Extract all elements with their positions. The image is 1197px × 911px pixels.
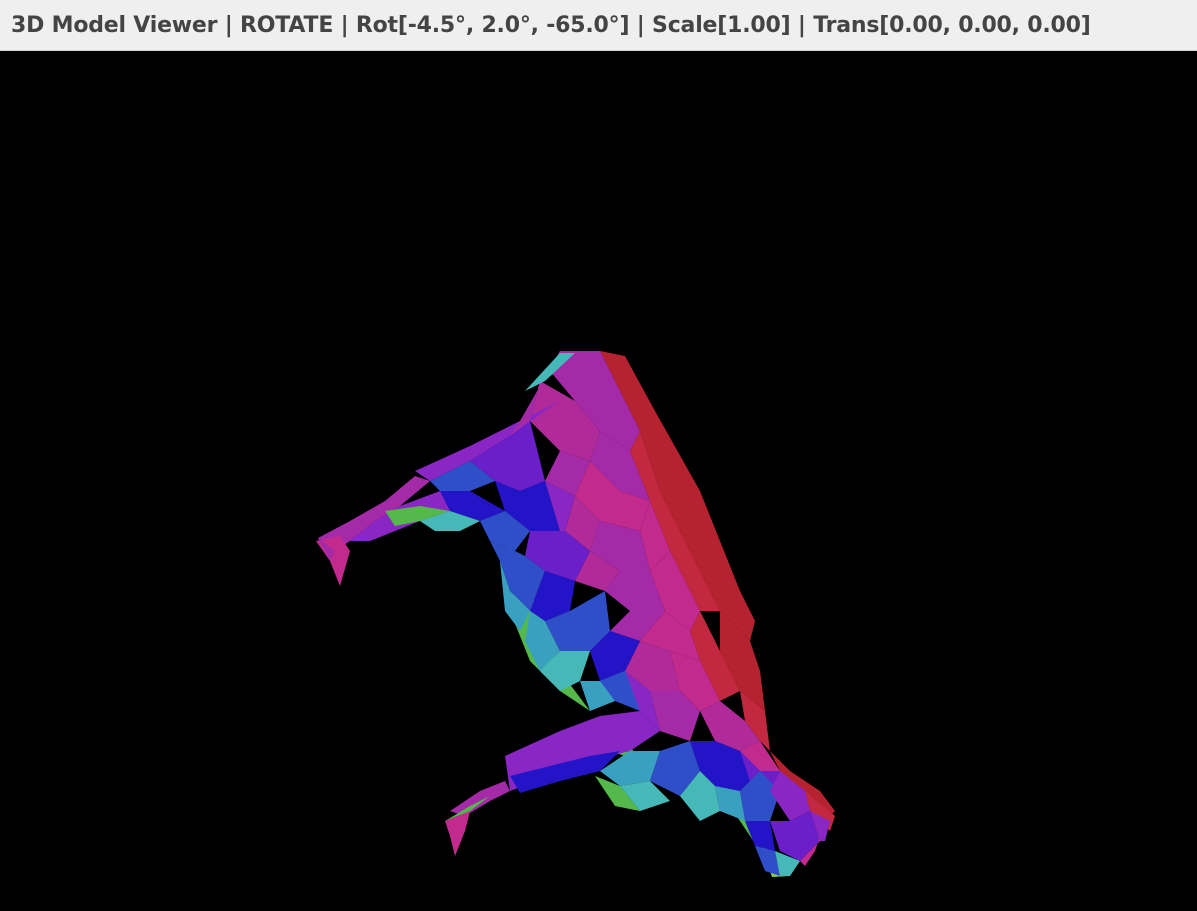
mesh-face <box>420 511 480 531</box>
mesh-face <box>625 671 660 731</box>
mesh-face <box>650 691 700 741</box>
mesh-face <box>318 538 335 561</box>
model-canvas[interactable] <box>0 51 1197 911</box>
model-mesh[interactable] <box>316 351 835 877</box>
mesh-face <box>775 851 800 876</box>
mesh-face <box>445 811 470 856</box>
mesh-face <box>385 506 450 526</box>
mesh-face <box>770 771 810 821</box>
mesh-face <box>720 611 765 711</box>
mesh-face <box>755 846 780 876</box>
mesh-face <box>430 461 495 491</box>
mesh-face <box>670 651 720 711</box>
mesh-face <box>625 641 680 691</box>
mesh-face <box>600 351 755 641</box>
mesh-face <box>525 353 575 391</box>
mesh-face <box>590 431 650 501</box>
mesh-face <box>745 821 775 851</box>
mesh-face <box>595 776 640 811</box>
mesh-face <box>690 611 740 701</box>
mesh-face <box>640 611 700 661</box>
mesh-face <box>640 501 670 571</box>
mesh-face <box>650 551 700 631</box>
3d-viewport[interactable] <box>0 51 1197 911</box>
mesh-face <box>470 421 545 491</box>
mesh-face <box>318 476 430 551</box>
mesh-face <box>545 591 610 651</box>
mesh-face <box>800 821 825 866</box>
mesh-face <box>575 551 620 591</box>
mesh-face <box>525 611 560 671</box>
mesh-face <box>440 491 505 521</box>
mesh-face <box>500 561 530 631</box>
mesh-face <box>450 781 510 816</box>
mesh-face <box>530 381 600 461</box>
mesh-face <box>445 796 490 821</box>
mesh-face <box>565 496 600 551</box>
mesh-face <box>740 691 770 751</box>
mesh-face <box>680 771 720 821</box>
mesh-face <box>490 541 545 611</box>
mesh-face <box>530 571 575 621</box>
mesh-face <box>575 461 650 531</box>
mesh-face <box>810 811 830 841</box>
mesh-face <box>605 571 665 611</box>
mesh-face <box>540 651 590 691</box>
mesh-face <box>545 481 575 531</box>
mesh-face <box>510 751 620 793</box>
window-title: 3D Model Viewer | ROTATE | Rot[-4.5°, 2.… <box>11 12 1091 38</box>
mesh-face <box>715 786 745 821</box>
title-bar[interactable]: 3D Model Viewer | ROTATE | Rot[-4.5°, 2.… <box>0 0 1197 51</box>
mesh-face <box>480 511 530 551</box>
mesh-face <box>700 701 760 751</box>
mesh-face <box>620 781 670 811</box>
mesh-face <box>525 531 590 581</box>
mesh-face <box>550 351 640 451</box>
mesh-face <box>650 741 700 796</box>
mesh-face <box>600 751 660 786</box>
mesh-face <box>495 481 560 531</box>
mesh-face <box>630 431 720 611</box>
mesh-face <box>545 451 590 496</box>
mesh-face <box>610 611 665 641</box>
mesh-face <box>740 771 780 821</box>
mesh-face <box>590 521 650 571</box>
mesh-face <box>590 631 640 681</box>
mesh-face <box>770 811 820 861</box>
